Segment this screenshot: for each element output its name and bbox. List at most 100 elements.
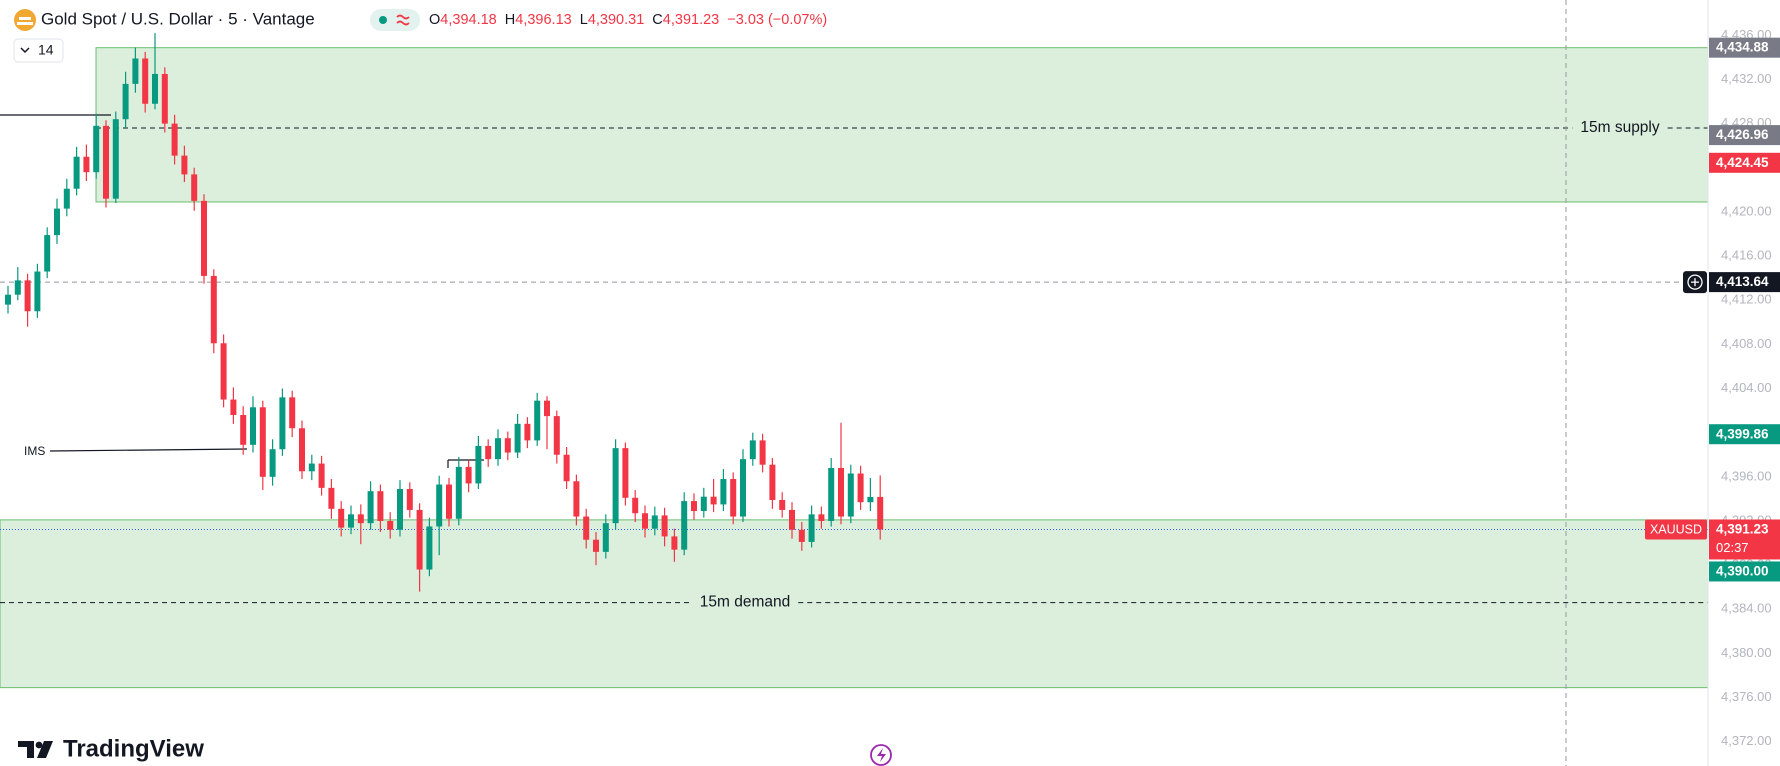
y-tick-label: 4,404.00 — [1721, 380, 1772, 395]
crosshair-label: 4,413.64 — [1716, 274, 1769, 289]
logo-mark — [18, 741, 34, 758]
logo-mark — [37, 741, 53, 758]
candle-body — [240, 415, 247, 445]
candle-body — [622, 448, 629, 498]
annotation-label: IMS — [24, 444, 45, 458]
y-tick-label: 4,416.00 — [1721, 248, 1772, 263]
candle-body — [495, 438, 501, 460]
candle-body — [681, 501, 688, 550]
ohlc-key: O — [429, 12, 440, 28]
candle-body — [122, 83, 129, 120]
zone — [95, 47, 1709, 203]
candle-body — [250, 407, 256, 445]
candle-body — [367, 491, 374, 524]
y-tick-label: 4,408.00 — [1721, 336, 1772, 351]
lightning-icon[interactable] — [870, 744, 892, 766]
candle-body — [436, 484, 443, 527]
labels-layer: 4,434.88 4,426.96 4,424.45 4,399.86 4,390.00… — [1645, 37, 1780, 582]
candle-body — [103, 125, 109, 199]
ohlc-value: 4,390.31 — [588, 12, 644, 28]
y-tick-label: 4,380.00 — [1721, 645, 1772, 660]
ohlc-value: 4,396.13 — [515, 12, 571, 28]
candle-body — [730, 479, 737, 517]
candle-body — [808, 514, 815, 542]
lines-layer — [0, 0, 1708, 766]
candle-body — [328, 487, 335, 509]
symbol-icon-bar — [17, 22, 33, 25]
y-tick-label: 4,420.00 — [1721, 203, 1772, 218]
candle-body — [259, 407, 266, 477]
y-tick-label: 4,396.00 — [1721, 468, 1772, 483]
candle-body — [171, 123, 178, 156]
candle-body — [5, 294, 11, 305]
logo[interactable]: TradingView — [18, 735, 204, 762]
zone-label: 15m supply — [1580, 119, 1660, 136]
candle-body — [34, 271, 41, 312]
candle-body — [612, 448, 619, 524]
current-price-box — [1709, 519, 1780, 560]
indicator-toggle[interactable] — [13, 38, 64, 63]
candle-body — [818, 514, 825, 521]
price-label-box — [1709, 37, 1780, 58]
candle-body — [132, 58, 139, 84]
candle-body — [318, 463, 325, 488]
price-label: 4,426.96 — [1716, 127, 1769, 142]
ohlc-value: 4,394.18 — [440, 12, 496, 28]
ohlc-values: O4,394.18 H4,396.13 L4,390.31 C4,391.23 … — [429, 12, 827, 28]
candle-body — [642, 513, 648, 529]
status-wave — [396, 14, 410, 26]
candle-body — [397, 488, 403, 530]
candle-body — [387, 520, 394, 530]
ohlc-value: 4,391.23 — [663, 12, 719, 28]
candle-body — [671, 536, 678, 550]
candle-body — [406, 488, 413, 510]
candle-body — [534, 400, 541, 441]
header: Gold Spot / U.S. Dollar · 5 · Vantage O4… — [13, 9, 827, 63]
candle-body — [24, 280, 31, 312]
price-label: 4,390.00 — [1716, 564, 1769, 579]
candle-body — [348, 514, 354, 528]
candle-body — [73, 156, 80, 189]
candle-body — [691, 501, 697, 512]
countdown-label: 02:37 — [1716, 540, 1749, 555]
candle-body — [749, 440, 756, 460]
candles-layer — [5, 33, 884, 592]
candle-body — [426, 526, 433, 570]
current-price-label: 4,391.23 — [1716, 522, 1769, 537]
candle-body — [220, 343, 227, 400]
candle-body — [759, 440, 766, 465]
candle-body — [475, 445, 482, 484]
price-label-box — [1709, 152, 1780, 173]
candle-body — [544, 400, 550, 417]
candle-body — [524, 423, 531, 441]
candle-body — [563, 454, 570, 482]
symbol-icon-bar — [19, 17, 31, 20]
ohlc-key: L — [580, 12, 588, 28]
annotation-line — [49, 448, 248, 452]
candle-body — [602, 523, 609, 552]
change-value: −3.03 (−0.07%) — [727, 12, 827, 28]
y-tick-label: 4,376.00 — [1721, 689, 1772, 704]
candle-body — [828, 467, 835, 521]
price-axis: 4,436.004,432.004,428.004,424.004,420.00… — [1707, 0, 1780, 766]
symbol-title[interactable]: Gold Spot / U.S. Dollar · 5 · Vantage — [41, 9, 315, 28]
logo-text: TradingView — [63, 735, 204, 762]
candle-body — [191, 174, 198, 201]
candle-body — [485, 445, 492, 460]
lightning-bolt — [877, 748, 886, 762]
candle-body — [93, 125, 100, 173]
candle-body — [289, 397, 296, 429]
candle-body — [338, 508, 345, 528]
candle-body — [181, 155, 188, 175]
zone — [0, 519, 1709, 689]
candle-body — [112, 119, 119, 199]
candle-body — [877, 496, 884, 530]
candle-body — [54, 208, 60, 236]
candle-body — [593, 539, 599, 552]
symbol-tag-box — [1645, 519, 1707, 540]
candle-body — [455, 466, 462, 519]
candle-body — [553, 416, 560, 455]
status-pill[interactable] — [370, 9, 420, 31]
chevron — [20, 47, 30, 54]
